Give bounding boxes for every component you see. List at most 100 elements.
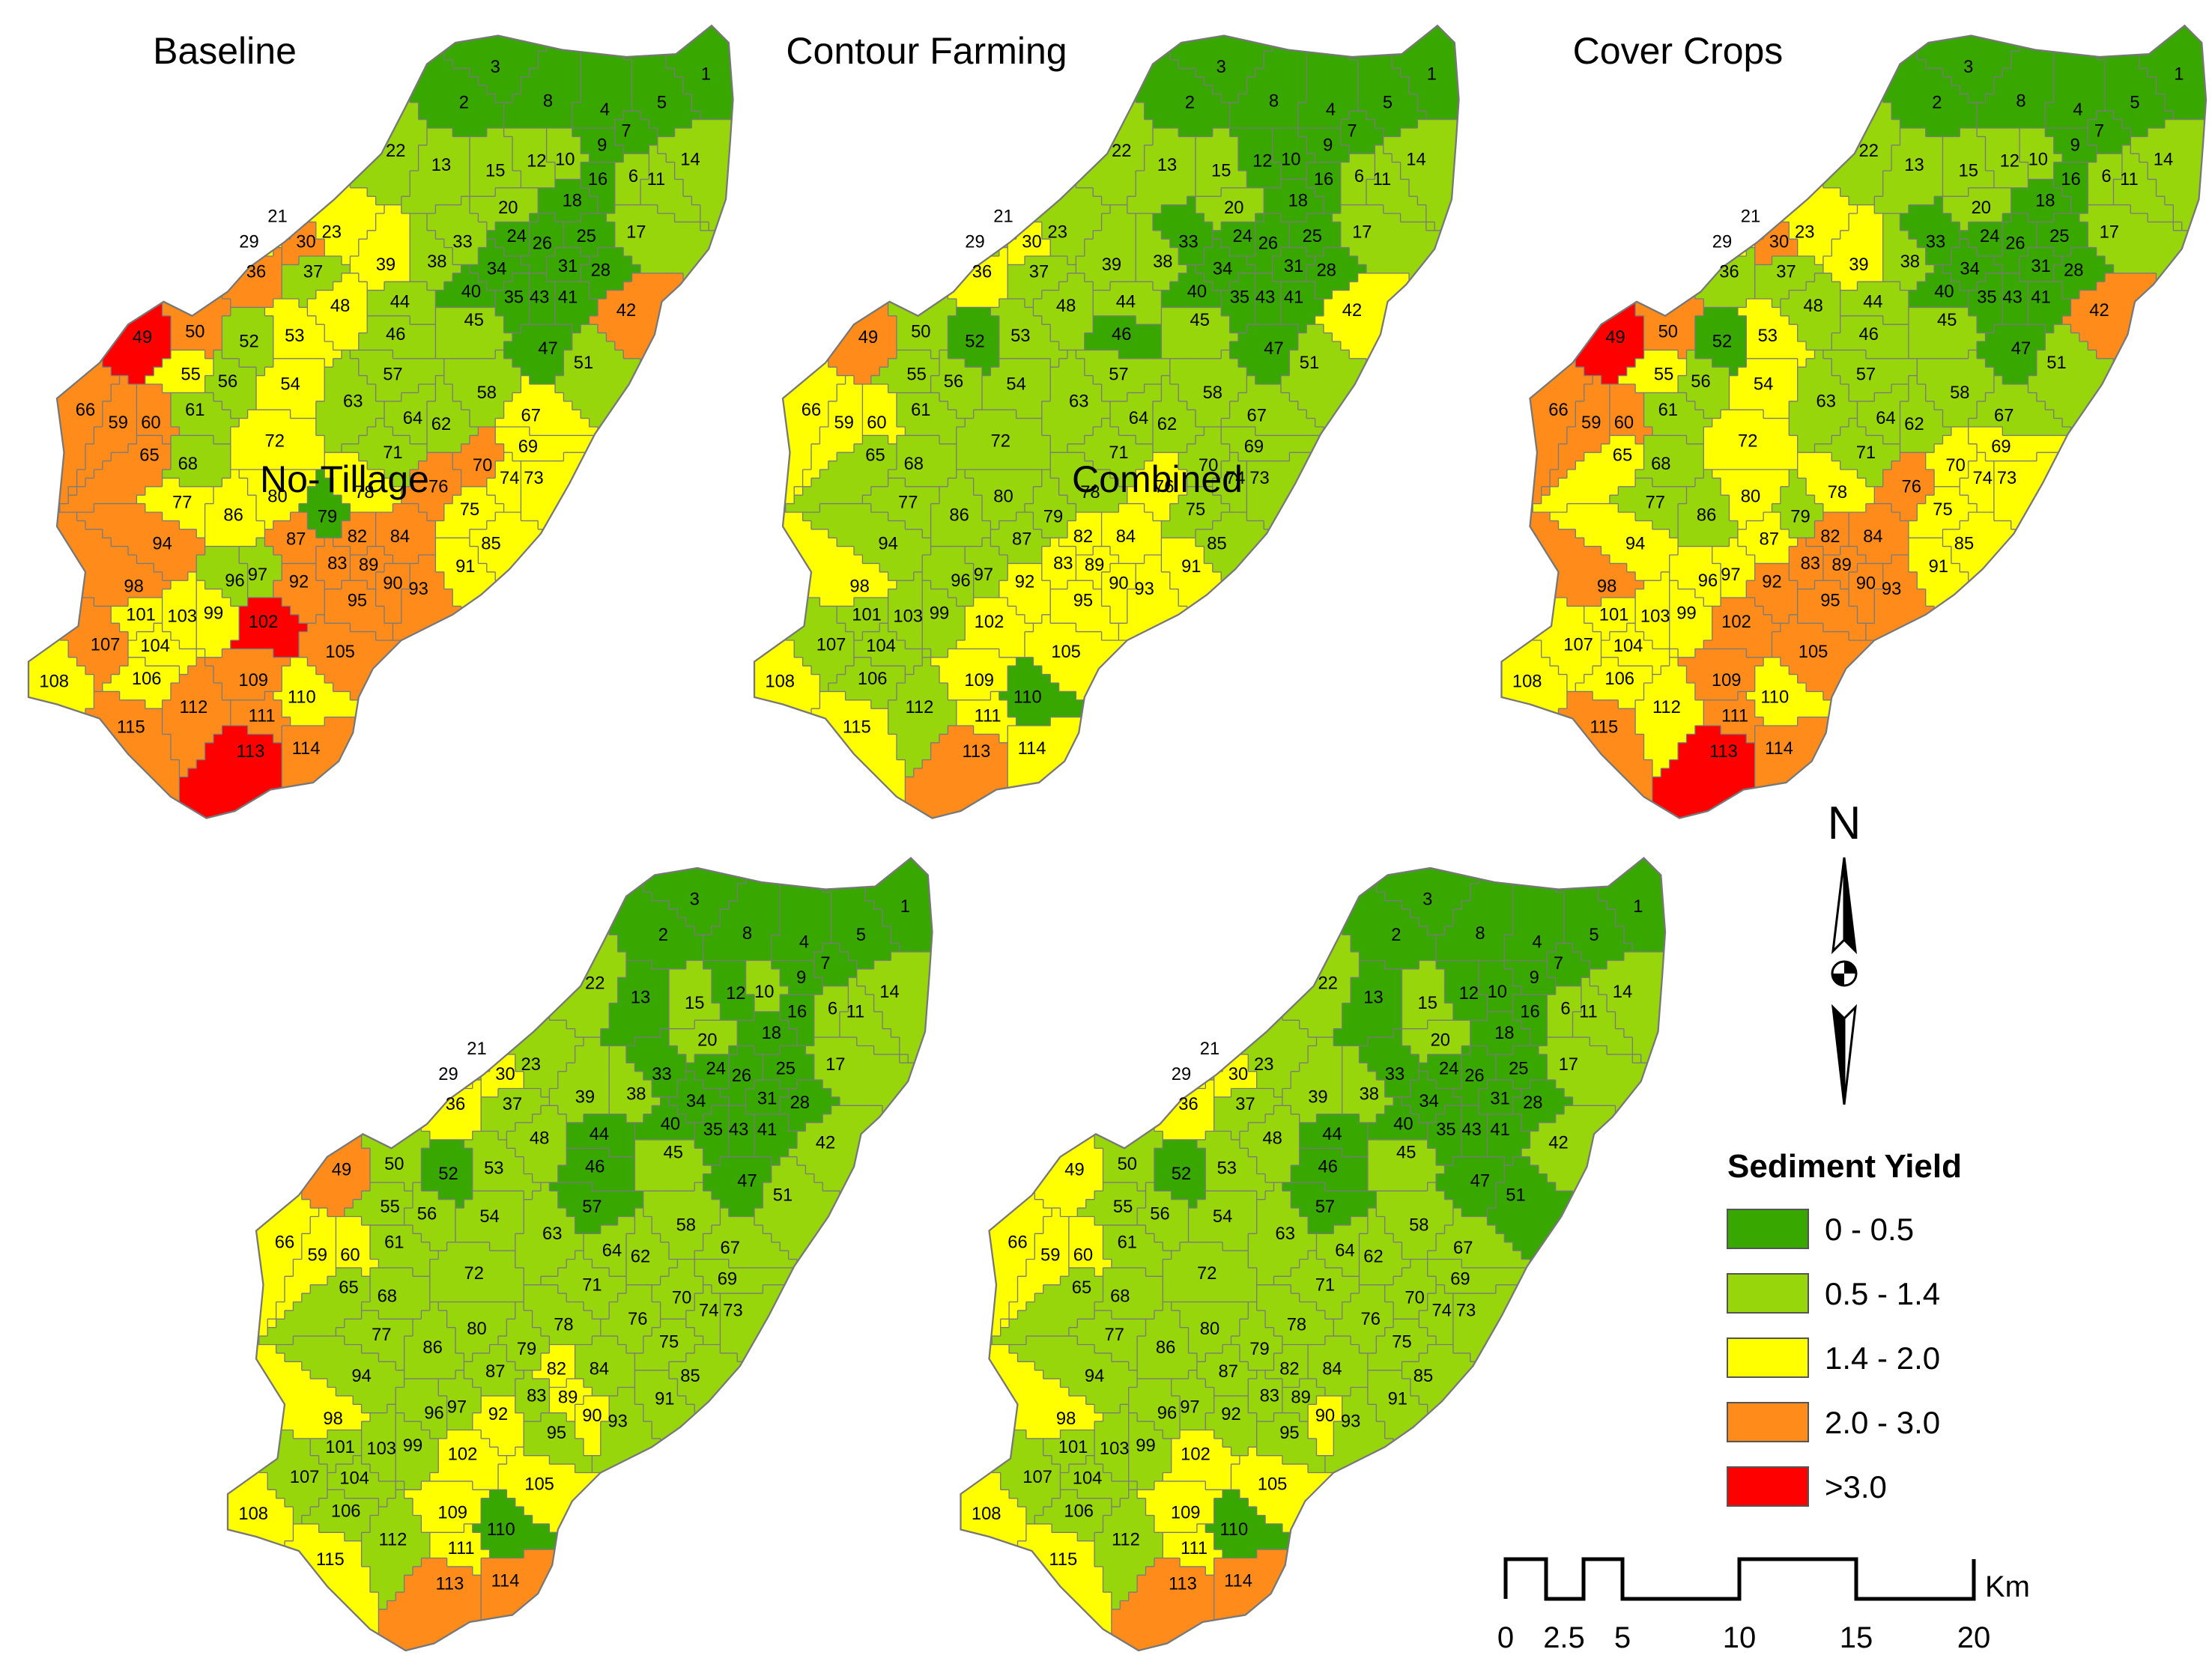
subbasin-label-97: 97 bbox=[1180, 1397, 1199, 1418]
subbasin-12 bbox=[503, 128, 556, 188]
subbasin-label-75: 75 bbox=[659, 1332, 679, 1352]
subbasin-label-28: 28 bbox=[1523, 1093, 1542, 1113]
subbasin-label-6: 6 bbox=[828, 999, 837, 1019]
subbasin-label-105: 105 bbox=[1799, 642, 1828, 662]
subbasin-53 bbox=[264, 299, 342, 368]
subbasin-label-8: 8 bbox=[2016, 91, 2025, 112]
subbasin-label-79: 79 bbox=[1043, 506, 1063, 526]
subbasin-label-36: 36 bbox=[972, 262, 992, 282]
subbasin-15 bbox=[1942, 128, 1994, 197]
subbasin-label-29: 29 bbox=[1712, 232, 1732, 252]
subbasin-label-66: 66 bbox=[1007, 1232, 1027, 1252]
subbasin-54 bbox=[455, 1191, 524, 1251]
subbasin-label-72: 72 bbox=[990, 431, 1010, 452]
subbasin-label-28: 28 bbox=[591, 261, 610, 281]
subbasin-7 bbox=[1340, 111, 1384, 154]
subbasin-10 bbox=[745, 960, 789, 1012]
map-title-contour: Contour Farming bbox=[786, 30, 1067, 72]
subbasin-label-43: 43 bbox=[729, 1120, 748, 1140]
subbasin-label-62: 62 bbox=[1904, 414, 1924, 434]
subbasin-label-18: 18 bbox=[762, 1023, 781, 1043]
subbasin-label-31: 31 bbox=[1490, 1088, 1509, 1108]
subbasin-57 bbox=[1076, 350, 1170, 401]
subbasin-label-99: 99 bbox=[1676, 604, 1696, 624]
subbasin-label-17: 17 bbox=[626, 222, 646, 242]
subbasin-label-20: 20 bbox=[498, 198, 518, 218]
subbasin-label-56: 56 bbox=[218, 371, 237, 392]
subbasin-label-59: 59 bbox=[1040, 1245, 1060, 1265]
subbasin-83 bbox=[1041, 538, 1076, 589]
scale-tick-5: 20 bbox=[1957, 1621, 1991, 1654]
subbasin-40 bbox=[435, 264, 496, 308]
subbasin-6 bbox=[2088, 154, 2122, 205]
subbasin-label-60: 60 bbox=[340, 1245, 360, 1265]
subbasin-label-115: 115 bbox=[1049, 1549, 1077, 1570]
subbasin-label-58: 58 bbox=[1950, 383, 1969, 403]
subbasin-10 bbox=[546, 128, 590, 180]
subbasin-label-87: 87 bbox=[1218, 1361, 1237, 1382]
subbasin-label-45: 45 bbox=[1396, 1143, 1416, 1163]
subbasin-label-57: 57 bbox=[383, 364, 402, 384]
subbasin-label-14: 14 bbox=[680, 149, 700, 169]
subbasin-50 bbox=[361, 1088, 430, 1191]
subbasin-label-115: 115 bbox=[843, 717, 871, 738]
subbasin-101 bbox=[1584, 598, 1636, 641]
subbasin-label-108: 108 bbox=[1512, 672, 1542, 692]
subbasin-26 bbox=[1993, 213, 2037, 273]
scale-tick-4: 15 bbox=[1840, 1621, 1873, 1654]
subbasin-label-61: 61 bbox=[911, 400, 930, 420]
subbasin-95 bbox=[1797, 580, 1866, 641]
subbasin-15 bbox=[669, 960, 721, 1029]
subbasin-101 bbox=[111, 598, 163, 641]
subbasin-label-68: 68 bbox=[904, 454, 924, 474]
subbasin-label-83: 83 bbox=[527, 1386, 546, 1406]
subbasin-58 bbox=[643, 1182, 721, 1260]
subbasin-39 bbox=[1282, 1037, 1342, 1123]
subbasin-label-55: 55 bbox=[181, 364, 200, 384]
subbasin-103 bbox=[361, 1404, 404, 1490]
subbasin-58 bbox=[1376, 1182, 1453, 1260]
subbasin-25 bbox=[2036, 213, 2088, 257]
legend-items: 0 - 0.5 0.5 - 1.4 1.4 - 2.0 2.0 - 3.0 >3.0 bbox=[1727, 1209, 1940, 1507]
subbasin-label-36: 36 bbox=[246, 262, 266, 282]
subbasin-label-12: 12 bbox=[1459, 983, 1479, 1003]
subbasin-43 bbox=[529, 273, 556, 325]
subbasin-label-11: 11 bbox=[1579, 1002, 1598, 1022]
subbasin-label-33: 33 bbox=[452, 232, 472, 252]
subbasin-label-108: 108 bbox=[39, 672, 69, 692]
subbasin-label-47: 47 bbox=[1264, 338, 1283, 359]
subbasin-label-20: 20 bbox=[1972, 198, 1991, 218]
subbasin-label-86: 86 bbox=[1697, 505, 1716, 525]
subbasin-38 bbox=[609, 1045, 661, 1123]
subbasin-label-62: 62 bbox=[1363, 1246, 1383, 1266]
subbasin-78 bbox=[1050, 452, 1127, 513]
subbasin-39 bbox=[1076, 204, 1136, 291]
subbasin-40 bbox=[1367, 1096, 1428, 1140]
subbasin-label-95: 95 bbox=[1820, 590, 1840, 610]
subbasin-label-57: 57 bbox=[1315, 1197, 1335, 1217]
subbasin-label-10: 10 bbox=[555, 149, 575, 169]
north-arrow-upper-right bbox=[1843, 857, 1858, 955]
subbasin-label-45: 45 bbox=[663, 1143, 682, 1163]
subbasin-label-25: 25 bbox=[1509, 1059, 1528, 1079]
subbasin-label-50: 50 bbox=[911, 321, 930, 341]
subbasin-label-14: 14 bbox=[2154, 149, 2173, 169]
subbasin-label-41: 41 bbox=[558, 288, 578, 308]
subbasin-111 bbox=[230, 691, 291, 743]
subbasin-16 bbox=[1512, 995, 1548, 1046]
subbasin-label-10: 10 bbox=[1488, 982, 1507, 1002]
subbasin-77 bbox=[336, 1310, 413, 1370]
map-title-baseline: Baseline bbox=[153, 30, 297, 72]
subbasin-label-41: 41 bbox=[2031, 288, 2050, 308]
subbasin-label-104: 104 bbox=[866, 636, 896, 656]
subbasin-41 bbox=[2028, 282, 2071, 333]
subbasin-111 bbox=[429, 1523, 490, 1576]
subbasin-43 bbox=[728, 1105, 755, 1157]
subbasin-26 bbox=[521, 213, 564, 273]
subbasin-label-18: 18 bbox=[1494, 1023, 1514, 1043]
subbasin-label-90: 90 bbox=[383, 574, 402, 594]
subbasin-78 bbox=[1256, 1284, 1334, 1345]
subbasin-29 bbox=[228, 857, 473, 1106]
subbasin-label-62: 62 bbox=[1157, 414, 1177, 434]
subbasin-106 bbox=[828, 657, 906, 709]
